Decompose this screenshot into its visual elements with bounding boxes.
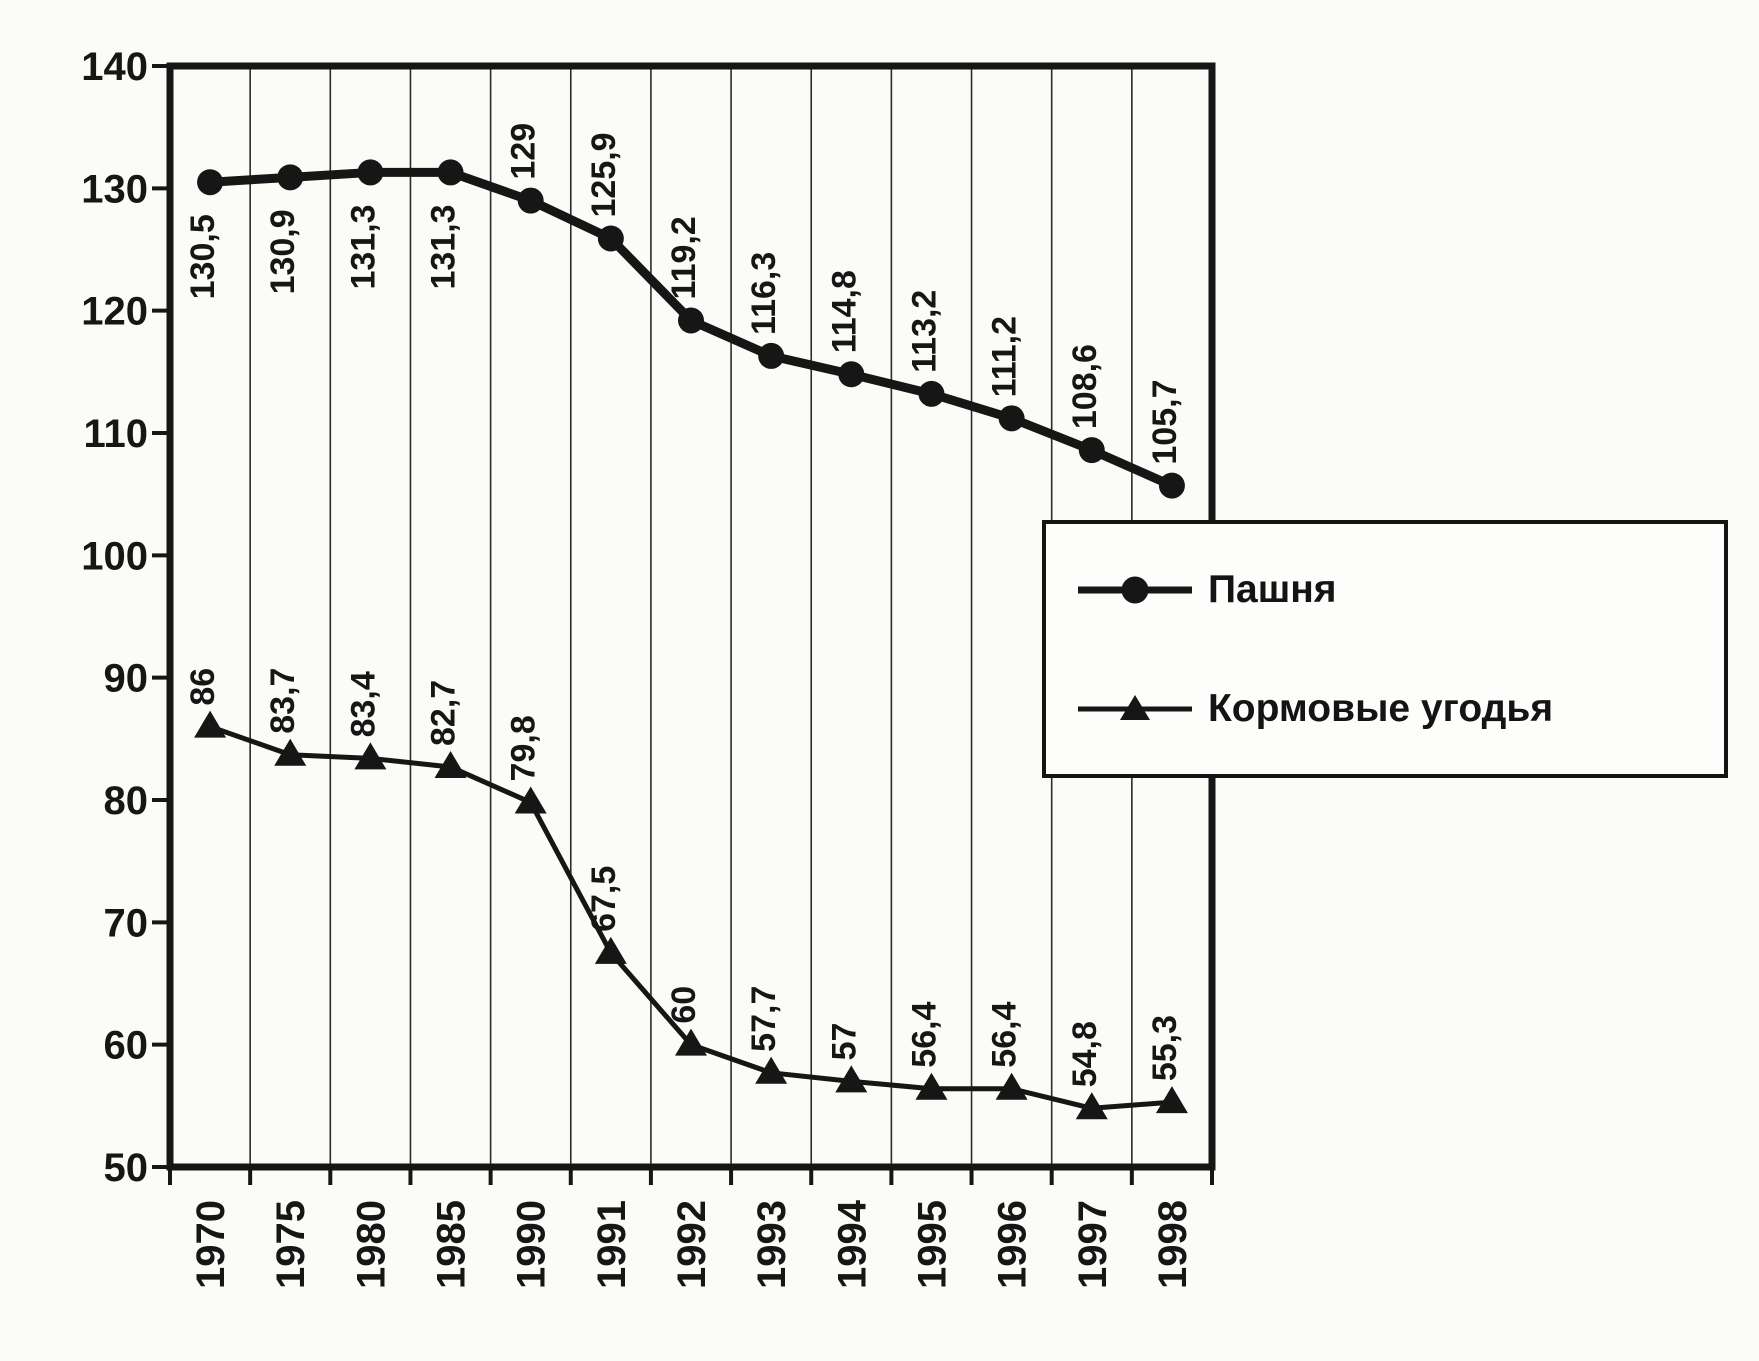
series-0-data-label: 130,5 bbox=[184, 214, 222, 299]
series-1-data-label: 82,7 bbox=[425, 680, 463, 746]
series-0-data-label: 130,9 bbox=[264, 209, 302, 294]
series-0-data-label: 125,9 bbox=[585, 132, 623, 217]
series-0-marker bbox=[437, 159, 464, 186]
legend: Пашня Кормовые угодья bbox=[1042, 520, 1728, 778]
y-tick-label: 110 bbox=[83, 412, 148, 456]
triangle-series-key-icon bbox=[1078, 694, 1192, 720]
series-1-marker bbox=[354, 742, 387, 770]
y-tick-label: 100 bbox=[81, 534, 148, 578]
series-0-marker bbox=[918, 380, 945, 407]
series-0-marker bbox=[517, 187, 544, 214]
series-1-data-label: 55,3 bbox=[1146, 1015, 1184, 1081]
legend-item-pashnya: Пашня bbox=[1046, 568, 1724, 612]
series-1-data-label: 56,4 bbox=[986, 1001, 1024, 1067]
series-1-data-label: 83,4 bbox=[344, 671, 382, 737]
series-1-marker bbox=[594, 936, 627, 964]
x-tick-label: 1994 bbox=[830, 1199, 874, 1289]
series-1-data-label: 56,4 bbox=[905, 1001, 943, 1067]
series-1-marker bbox=[755, 1056, 788, 1084]
series-1-data-label: 60 bbox=[665, 986, 703, 1024]
series-1-data-label: 57,7 bbox=[745, 986, 783, 1052]
series-0-data-label: 131,3 bbox=[344, 204, 382, 289]
series-0-marker bbox=[998, 405, 1025, 432]
x-tick-label: 1995 bbox=[910, 1200, 954, 1289]
series-1-data-label: 86 bbox=[184, 668, 222, 706]
legend-label-kormovye-ugodya: Кормовые угодья bbox=[1208, 686, 1554, 730]
series-0-data-label: 113,2 bbox=[905, 290, 943, 373]
series-0-marker bbox=[197, 169, 224, 196]
series-1-marker bbox=[995, 1072, 1028, 1100]
series-0-data-label: 105,7 bbox=[1146, 380, 1184, 465]
y-tick-label: 60 bbox=[104, 1024, 149, 1068]
series-1-marker bbox=[434, 750, 467, 778]
legend-label-pashnya: Пашня bbox=[1208, 567, 1337, 611]
x-tick-label: 1998 bbox=[1151, 1200, 1195, 1289]
series-1-marker bbox=[835, 1065, 868, 1093]
series-0-data-label: 114,8 bbox=[825, 270, 863, 353]
x-tick-label: 1980 bbox=[349, 1200, 393, 1289]
circle-series-key-icon bbox=[1078, 576, 1192, 603]
series-0-marker bbox=[838, 361, 865, 388]
y-tick-label: 120 bbox=[81, 290, 148, 334]
series-0-marker bbox=[357, 159, 384, 186]
series-0-marker bbox=[277, 164, 304, 191]
series-0-data-label: 119,2 bbox=[665, 216, 703, 299]
series-0-marker bbox=[1078, 437, 1105, 464]
series-0-data-label: 129 bbox=[505, 123, 543, 180]
series-1-marker bbox=[1075, 1092, 1108, 1120]
y-tick-label: 80 bbox=[104, 779, 149, 823]
y-tick-label: 70 bbox=[104, 901, 149, 945]
x-tick-label: 1985 bbox=[430, 1200, 474, 1289]
series-0-marker bbox=[758, 342, 785, 369]
series-0-marker bbox=[1158, 472, 1185, 499]
x-tick-label: 1970 bbox=[189, 1200, 233, 1289]
y-tick-label: 90 bbox=[104, 657, 149, 701]
series-1-marker bbox=[274, 738, 307, 766]
series-0-data-label: 131,3 bbox=[425, 204, 463, 289]
scan-noise-speckles bbox=[0, 0, 3, 3]
series-0-marker bbox=[678, 307, 704, 334]
series-1-marker bbox=[915, 1072, 948, 1100]
x-tick-label: 1992 bbox=[670, 1200, 714, 1289]
x-tick-label: 1991 bbox=[590, 1200, 634, 1289]
y-tick-label: 140 bbox=[81, 45, 148, 89]
x-tick-label: 1996 bbox=[991, 1200, 1035, 1289]
series-1-data-label: 79,8 bbox=[505, 715, 543, 781]
y-tick-label: 50 bbox=[104, 1146, 149, 1190]
series-1-marker bbox=[1155, 1086, 1188, 1114]
y-tick-label: 130 bbox=[81, 167, 148, 211]
series-1-marker bbox=[675, 1028, 707, 1056]
series-1-data-label: 57 bbox=[825, 1023, 863, 1061]
x-tick-label: 1993 bbox=[750, 1200, 794, 1289]
x-tick-label: 1997 bbox=[1071, 1200, 1115, 1289]
series-0-marker bbox=[597, 225, 624, 252]
series-1-marker bbox=[514, 786, 547, 814]
series-0-data-label: 108,6 bbox=[1066, 344, 1104, 429]
x-tick-label: 1990 bbox=[510, 1200, 554, 1289]
legend-item-kormovye-ugodya: Кормовые угодья bbox=[1046, 687, 1724, 731]
series-1-data-label: 83,7 bbox=[264, 668, 302, 734]
series-1-data-label: 54,8 bbox=[1066, 1021, 1104, 1087]
series-0-data-label: 111,2 bbox=[986, 316, 1024, 397]
x-tick-label: 1975 bbox=[269, 1200, 313, 1289]
series-1-marker bbox=[194, 710, 227, 738]
series-0-data-label: 116,3 bbox=[745, 252, 783, 335]
series-1-data-label: 67,5 bbox=[585, 866, 623, 932]
